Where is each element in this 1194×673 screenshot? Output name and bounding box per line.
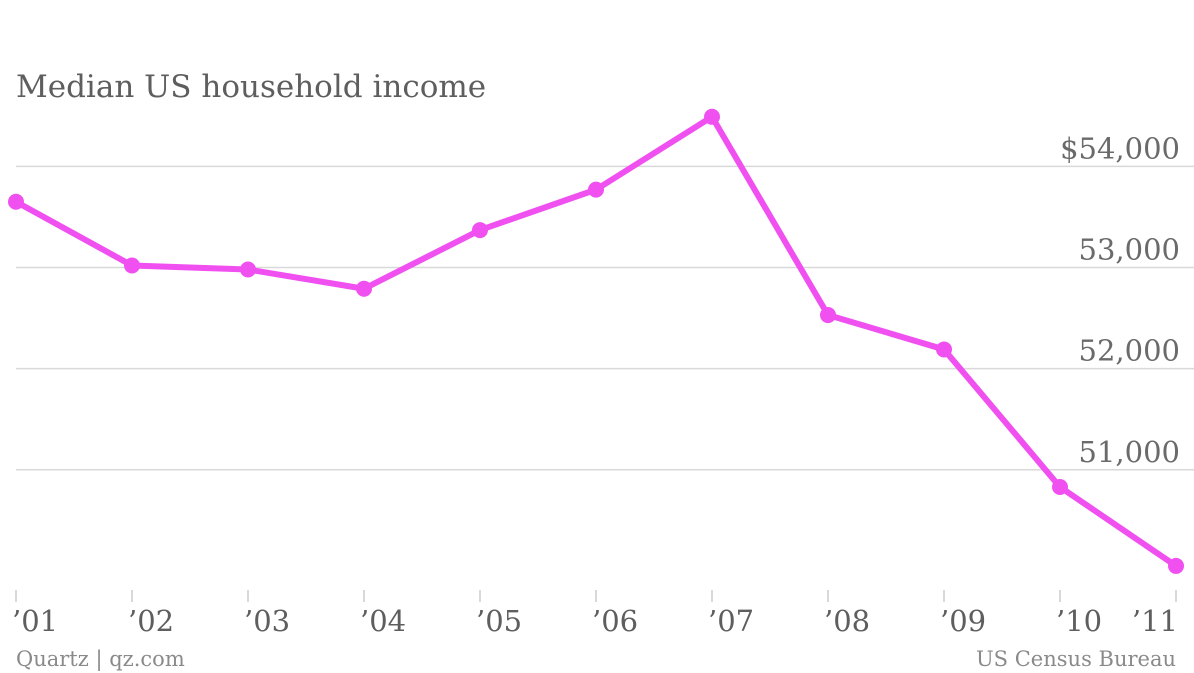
data-point xyxy=(240,261,256,278)
x-tick-label: ’08 xyxy=(824,604,870,638)
data-point xyxy=(1052,479,1068,496)
data-point xyxy=(936,341,952,358)
x-tick-label: ’02 xyxy=(128,604,174,638)
y-tick-label: 51,000 xyxy=(1079,435,1180,469)
data-point xyxy=(124,257,140,274)
data-point xyxy=(356,280,372,297)
x-tick-label: ’06 xyxy=(592,604,638,638)
data-point xyxy=(820,307,836,324)
x-tick-marks xyxy=(15,590,1177,602)
series-layer xyxy=(8,108,1184,574)
x-tick-label: ’11 xyxy=(1132,604,1178,638)
x-tick-labels: ’01 ’02 ’03 ’04 ’05 ’06 ’07 ’08 ’09 ’10 ’11 xyxy=(12,604,1178,638)
data-point xyxy=(1168,557,1184,574)
x-tick-label: ’10 xyxy=(1056,604,1102,638)
data-point xyxy=(704,108,720,125)
x-tick-label: ’05 xyxy=(476,604,522,638)
footer-credit: Quartz | qz.com xyxy=(16,647,185,672)
x-tick-label: ’09 xyxy=(940,604,986,638)
x-tick-label: ’03 xyxy=(244,604,290,638)
x-tick-label: ’07 xyxy=(708,604,754,638)
data-point xyxy=(588,181,604,198)
y-tick-label: $54,000 xyxy=(1060,131,1180,165)
y-tick-label: 53,000 xyxy=(1079,233,1180,267)
x-tick-label: ’01 xyxy=(12,604,58,638)
chart-title: Median US household income xyxy=(16,69,486,105)
data-point xyxy=(472,222,488,239)
y-tick-label: 52,000 xyxy=(1079,334,1180,368)
y-tick-labels: 51,000 52,000 53,000 $54,000 xyxy=(1060,131,1180,468)
gridlines xyxy=(16,165,1194,471)
data-point xyxy=(8,193,24,210)
footer-source: US Census Bureau xyxy=(976,647,1176,671)
x-tick-label: ’04 xyxy=(360,604,406,638)
